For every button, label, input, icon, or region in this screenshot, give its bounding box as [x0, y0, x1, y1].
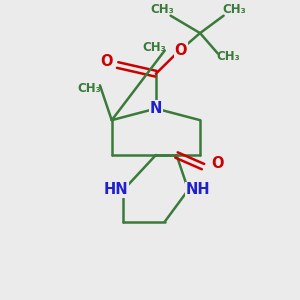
Text: CH₃: CH₃ [150, 3, 174, 16]
Text: CH₃: CH₃ [216, 50, 240, 63]
Text: HN: HN [103, 182, 128, 197]
Text: N: N [150, 101, 162, 116]
Text: CH₃: CH₃ [142, 41, 166, 54]
Text: O: O [212, 156, 224, 171]
Text: O: O [100, 54, 113, 69]
Text: O: O [175, 43, 187, 58]
Text: NH: NH [186, 182, 210, 197]
Text: CH₃: CH₃ [222, 3, 246, 16]
Text: CH₃: CH₃ [78, 82, 101, 95]
